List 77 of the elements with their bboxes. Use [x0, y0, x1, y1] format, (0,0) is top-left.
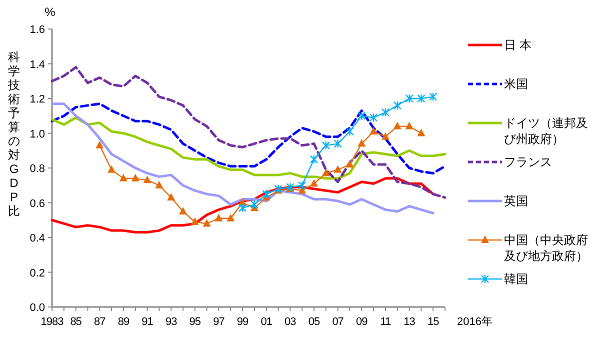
y-tick-label: 0.2: [30, 267, 45, 280]
legend-label: 日 本: [504, 38, 532, 52]
x-tick-label: 07: [332, 316, 344, 328]
point: [405, 94, 414, 104]
x-tick-label: 93: [165, 316, 178, 328]
point: [190, 217, 199, 225]
point: [322, 168, 330, 176]
point: [381, 132, 390, 140]
point: [346, 126, 354, 136]
point: [334, 165, 342, 173]
point: [393, 122, 402, 130]
text: %: [44, 5, 56, 19]
text: 科学技術予算の対GDP比: [8, 50, 20, 218]
legend-label: ドイツ（連邦及び州政府）: [504, 116, 588, 146]
x-tick-label: 89: [118, 316, 130, 328]
point: [179, 206, 187, 214]
point: [346, 160, 354, 168]
point: [310, 179, 318, 187]
x-tick-label: 85: [70, 316, 82, 328]
legend-label: 米国: [504, 77, 528, 91]
point: [369, 113, 378, 122]
legend-label: 中国（中央政府及び地方政府）: [504, 233, 588, 263]
point: [358, 139, 366, 147]
point: [334, 139, 342, 148]
point: [96, 140, 104, 148]
y-tick-label: 1.4: [30, 58, 45, 71]
y-tick-label: 0.8: [30, 163, 45, 175]
y-tick-label: 1.0: [30, 128, 45, 140]
point: [322, 140, 330, 150]
x-tick-label: 87: [94, 316, 106, 328]
point: [381, 108, 390, 117]
x-tick-label: 03: [284, 316, 296, 328]
point: [298, 180, 306, 190]
point: [417, 94, 426, 104]
x-tick-label: 1983: [40, 316, 64, 328]
y-tick-label: 0.0: [30, 302, 45, 314]
point: [155, 180, 164, 188]
legend-label: フランス: [504, 155, 552, 169]
x-tick-label: 95: [189, 316, 201, 328]
point: [202, 219, 211, 227]
point: [108, 165, 116, 173]
y-tick-label: 0.4: [30, 232, 45, 244]
x-tick-label: 01: [260, 316, 272, 328]
legend-label: 韓国: [504, 272, 528, 286]
x-tick-label: 13: [404, 316, 416, 328]
y-tick-label: 0.6: [30, 198, 45, 210]
x-tick-label: 91: [142, 316, 154, 328]
point: [143, 176, 152, 184]
x-tick-label: 11: [380, 316, 392, 328]
point: [417, 128, 426, 136]
point: [405, 122, 414, 130]
x-axis-title: 2016年: [457, 316, 492, 328]
x-tick-label: 97: [213, 316, 225, 328]
y-tick-label: 1.6: [30, 24, 45, 36]
point: [370, 127, 378, 135]
point: [214, 214, 223, 222]
y-tick-label: 1.2: [30, 94, 45, 106]
point: [358, 111, 366, 120]
point: [119, 174, 128, 182]
point: [393, 100, 402, 110]
point: [226, 214, 235, 222]
point: [310, 154, 318, 164]
line-series: [50, 102, 446, 174]
legend-label: 英国: [504, 194, 528, 208]
x-tick-label: 09: [356, 316, 368, 328]
point: [250, 200, 259, 210]
point: [131, 174, 140, 182]
x-tick-label: 99: [236, 316, 249, 328]
line-series: [50, 66, 446, 199]
line-series: [50, 102, 434, 214]
point: [428, 92, 438, 102]
point: [167, 193, 176, 201]
point: [238, 203, 247, 213]
x-tick-label: 05: [308, 316, 320, 328]
x-tick-label: 15: [427, 316, 440, 328]
line-series: [50, 116, 446, 180]
point: [262, 189, 270, 199]
